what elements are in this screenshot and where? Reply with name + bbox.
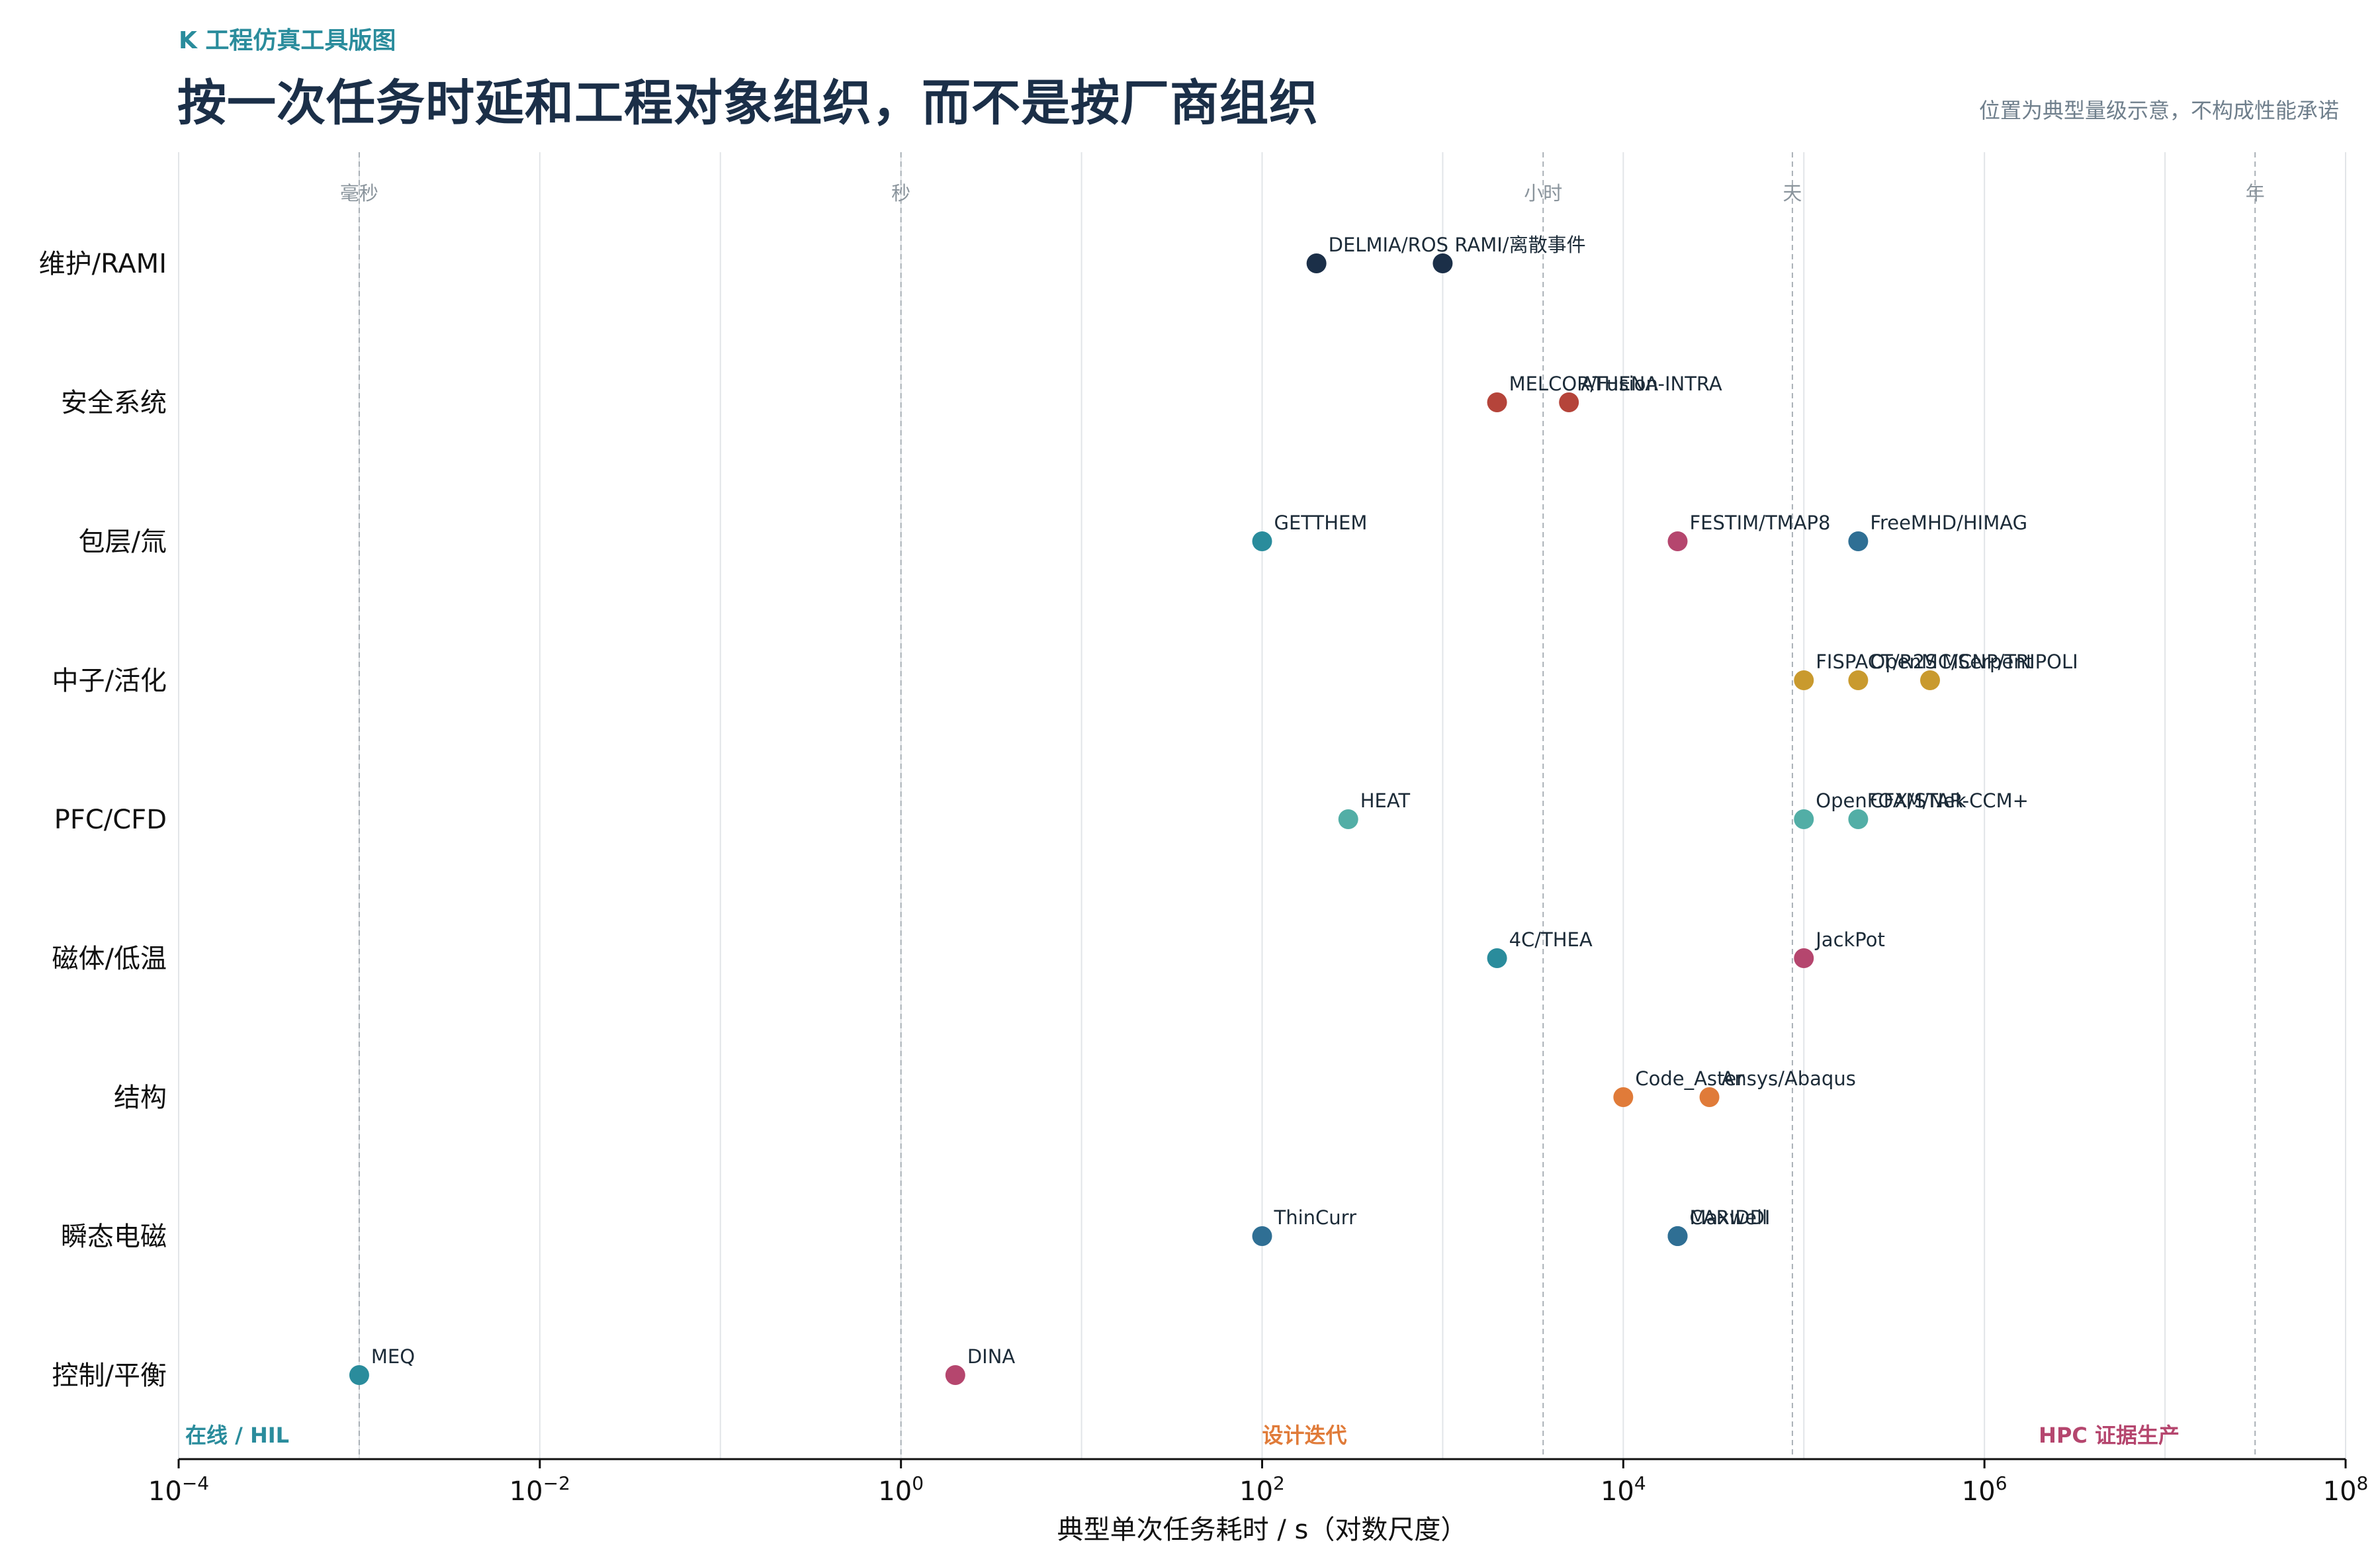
point-label: OpenMC/Serpent	[1870, 650, 2033, 673]
chart-note: 位置为典型量级示意，不构成性能承诺	[1978, 98, 2339, 123]
data-point	[1432, 253, 1453, 273]
category-label: 中子/活化	[52, 666, 167, 696]
data-point	[1848, 809, 1869, 829]
x-tick-label: 106	[1962, 1472, 2007, 1507]
point-label: OpenFOAM/Nek	[1816, 789, 1966, 812]
reference-label: 年	[2246, 182, 2265, 204]
reference-label: 天	[1783, 182, 1802, 204]
data-point	[945, 1365, 965, 1385]
data-point	[1487, 948, 1507, 968]
point-label: CARIDDI	[1689, 1206, 1770, 1229]
reference-label: 秒	[891, 182, 910, 204]
point-label: DELMIA/ROS	[1329, 234, 1448, 256]
x-tick-label: 10−2	[509, 1472, 570, 1507]
point-label: MEQ	[371, 1345, 415, 1368]
chart-title: 按一次任务时延和工程对象组织，而不是按厂商组织	[177, 75, 1319, 132]
point-label: MCNP/TRIPOLI	[1942, 650, 2078, 673]
chart-kicker: K 工程仿真工具版图	[179, 27, 396, 54]
reference-label: 小时	[1524, 182, 1562, 204]
x-tick-label: 108	[2323, 1472, 2369, 1507]
category-label: 结构	[114, 1083, 167, 1113]
category-label: 包层/氚	[79, 527, 167, 557]
data-point	[1848, 531, 1869, 551]
data-point	[1559, 392, 1579, 412]
data-point	[349, 1365, 369, 1385]
data-point	[1338, 809, 1358, 829]
point-label: GETTHEM	[1274, 512, 1368, 534]
point-label: FISPACT/R2S	[1816, 650, 1937, 673]
data-point	[1252, 1226, 1272, 1246]
point-label: DINA	[967, 1345, 1016, 1368]
point-label: HEAT	[1360, 789, 1411, 812]
point-label: 4C/THEA	[1509, 928, 1593, 951]
category-label: 控制/平衡	[52, 1361, 167, 1391]
data-point	[1794, 670, 1814, 690]
data-point	[1920, 670, 1941, 690]
x-tick-label: 100	[878, 1472, 924, 1507]
data-point	[1252, 531, 1272, 551]
reference-label: 毫秒	[340, 182, 378, 204]
point-label: RAMI/离散事件	[1454, 234, 1585, 256]
category-label: 瞬态电磁	[61, 1222, 167, 1252]
point-label: ThinCurr	[1274, 1206, 1357, 1229]
category-label: 磁体/低温	[52, 944, 167, 974]
category-label: 维护/RAMI	[39, 249, 167, 279]
point-label: FreeMHD/HIMAG	[1870, 512, 2027, 534]
band-label: 设计迭代	[1262, 1423, 1347, 1448]
x-tick-label: 104	[1601, 1472, 1646, 1507]
point-label: Maxwell	[1689, 1206, 1767, 1229]
x-axis-title: 典型单次任务耗时 / s（对数尺度）	[1057, 1515, 1468, 1545]
point-label: Code_Aster	[1635, 1067, 1744, 1090]
band-label: 在线 / HIL	[185, 1423, 289, 1448]
x-tick-label: 102	[1239, 1472, 1285, 1507]
point-label: ATHENA-INTRA	[1581, 373, 1722, 395]
point-label: CFX/STAR-CCM+	[1870, 789, 2029, 812]
category-label: 安全系统	[61, 388, 167, 418]
point-label: JackPot	[1814, 928, 1885, 951]
data-point	[1487, 392, 1507, 412]
band-label: HPC 证据生产	[2039, 1423, 2180, 1448]
point-label: Ansys/Abaqus	[1722, 1067, 1856, 1090]
x-tick-label: 10−4	[148, 1472, 209, 1507]
data-point	[1794, 809, 1814, 829]
data-point	[1794, 948, 1814, 968]
data-point	[1848, 670, 1869, 690]
data-point	[1613, 1087, 1634, 1107]
category-label: PFC/CFD	[54, 805, 167, 835]
point-label: MELCOR/Fusion	[1509, 373, 1658, 395]
data-point	[1667, 531, 1688, 551]
point-label: FESTIM/TMAP8	[1689, 512, 1830, 534]
data-point	[1667, 1226, 1688, 1246]
data-point	[1306, 253, 1327, 273]
data-point	[1699, 1087, 1720, 1107]
